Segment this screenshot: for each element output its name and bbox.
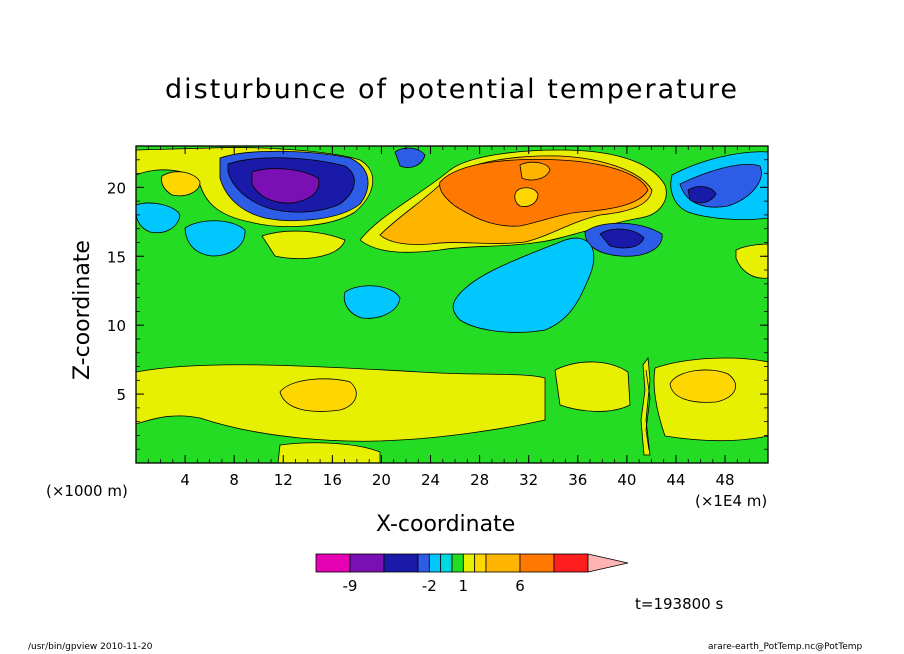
field-upper-spot-2 (519, 161, 551, 181)
colorbar-segment (440, 553, 453, 573)
x-tick-label: 8 (229, 471, 239, 489)
field-upper-spot (514, 187, 539, 207)
y-axis: 5 10 15 20 (107, 159, 768, 450)
x-tick-label: 4 (180, 471, 190, 489)
colorbar: -9 -2 1 6 (315, 553, 629, 595)
x-tick-label: 40 (617, 471, 636, 489)
colorbar-segment (474, 553, 487, 573)
x-axis-label: X-coordinate (376, 512, 516, 537)
contour-fields (136, 146, 768, 463)
x-scale-note: (×1E4 m) (695, 492, 768, 510)
field-bottom-yellow (277, 442, 381, 463)
field-top-blue (394, 147, 426, 168)
chart-title: disturbunce of potential temperature (165, 74, 739, 105)
x-tick-label: 16 (323, 471, 342, 489)
field-right-navy (687, 186, 717, 204)
y-axis-label: Z-coordinate (70, 240, 95, 380)
y-tick-label: 5 (116, 386, 126, 404)
x-tick-label: 44 (666, 471, 685, 489)
field-mid-cyan (452, 237, 595, 333)
y-tick-label: 20 (107, 179, 126, 197)
field-column-line (645, 369, 651, 451)
colorbar-tick-label: 1 (459, 577, 469, 595)
x-unit-note: (×1000 m) (46, 482, 128, 500)
x-tick-label: 12 (274, 471, 293, 489)
field-upper-orange (439, 159, 649, 227)
field-low-yellow-2 (554, 361, 631, 412)
plot-frame (135, 145, 769, 464)
footer-right: arare-earth_PotTemp.nc@PotTemp (708, 642, 863, 652)
colorbar-tick-label: -2 (422, 577, 437, 595)
colorbar-tick-label: -9 (343, 577, 358, 595)
colorbar-segment (451, 553, 464, 573)
time-label: t=193800 s (635, 595, 724, 613)
field-left-gold (161, 171, 201, 197)
colorbar-extend-arrow (587, 553, 629, 573)
colorbar-segment (428, 553, 442, 573)
field-left-cyan (136, 202, 181, 234)
y-tick-label: 10 (107, 317, 126, 335)
colorbar-tick-label: 6 (515, 577, 525, 595)
field-right-yellow (735, 243, 768, 279)
x-axis: 4 8 12 16 20 24 28 32 36 40 44 48 (147, 146, 750, 489)
colorbar-segment (349, 553, 385, 573)
colorbar-segment (519, 553, 555, 573)
colorbar-segment (383, 553, 419, 573)
colorbar-segment (553, 553, 589, 573)
x-tick-label: 32 (519, 471, 538, 489)
field-low-gold-2 (669, 369, 737, 403)
colorbar-segment (485, 553, 521, 573)
x-tick-label: 20 (372, 471, 391, 489)
x-tick-label: 48 (716, 471, 735, 489)
field-cold-purple (251, 168, 320, 204)
y-tick-label: 15 (107, 248, 126, 266)
footer-left: /usr/bin/gpview 2010-11-20 (28, 642, 153, 652)
colorbar-segment (417, 553, 430, 573)
field-mid-navy (599, 228, 645, 249)
colorbar-segment (462, 553, 476, 573)
field-low-gold (279, 378, 357, 412)
x-tick-label: 28 (470, 471, 489, 489)
field-left-cyan-2 (184, 220, 246, 257)
colorbar-segment (315, 553, 351, 573)
field-mid-cyan-2 (343, 285, 401, 319)
x-tick-label: 24 (421, 471, 440, 489)
x-tick-label: 36 (568, 471, 587, 489)
field-mid-yellow (261, 230, 346, 259)
